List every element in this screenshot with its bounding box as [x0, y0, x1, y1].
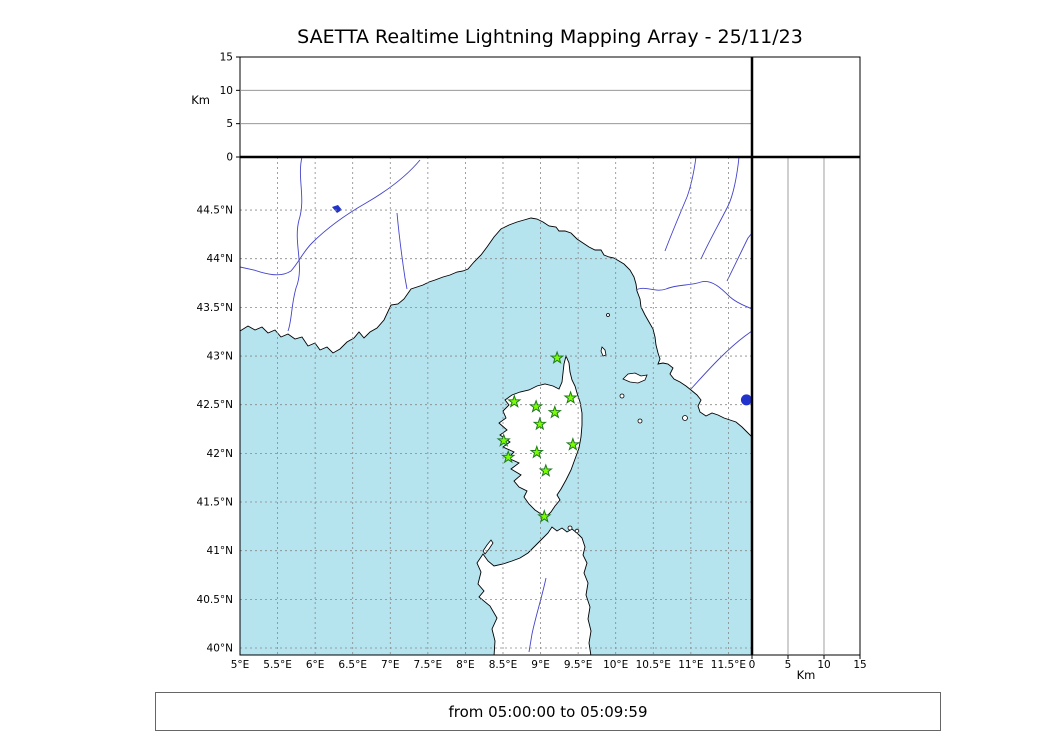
lat-tick-label: 41.5°N: [197, 497, 233, 509]
lat-tick-label: 41°N: [207, 545, 233, 557]
alt-tick-label: 10: [220, 85, 233, 97]
alt-lon-gridlines: [240, 89, 752, 125]
river-apennine-3: [726, 232, 752, 282]
station-marker: [507, 394, 522, 408]
lat-tick-label: 42°N: [207, 448, 233, 460]
lat-tick-label: 40°N: [207, 643, 233, 655]
lon-tick-label: 5.5°E: [263, 659, 292, 671]
station-marker: [537, 509, 552, 523]
map-dynamic-features: [740, 394, 752, 406]
landmasses: [240, 157, 752, 655]
alt-lat-panel: [751, 156, 861, 656]
island-maddalena: [567, 525, 573, 531]
lon-tick-label: 5°E: [231, 659, 250, 671]
lat-tick-label: 40.5°N: [197, 594, 233, 606]
alt-tick-label: 15: [220, 52, 233, 64]
lon-tick-label: 6.5°E: [338, 659, 367, 671]
river-apennine-1: [664, 157, 697, 252]
lon-tick-label: 7.5°E: [414, 659, 443, 671]
rivers: [240, 157, 752, 653]
lon-tick-label: 10°E: [603, 659, 628, 671]
station-marker: [528, 399, 544, 413]
river-rhone: [287, 157, 303, 332]
river-durance: [240, 159, 421, 276]
lat-tick-label: 44.5°N: [197, 205, 233, 217]
axis-tick-labels: 5°E 5.5°E 6°E 6.5°E 7°E 7.5°E 8°E 8.5°E 9°E 9.5°E…: [197, 52, 867, 672]
station-marker: [565, 437, 581, 451]
status-bar: from 05:00:00 to 05:09:59: [155, 692, 941, 731]
alt-tick-label: 15: [853, 659, 866, 671]
river-sardinia: [528, 577, 547, 653]
river-arno: [635, 281, 752, 310]
altitude-axis-label-top: Km: [191, 93, 210, 107]
lon-tick-label: 9°E: [531, 659, 550, 671]
alt-tick-label: 0: [226, 152, 233, 164]
lat-tick-label: 43.5°N: [197, 302, 233, 314]
alt-tick-label: 5: [226, 118, 233, 130]
lake-bolsena: [740, 394, 752, 406]
station-marker: [529, 444, 544, 459]
island-gorgona: [606, 313, 610, 317]
river-apennine-2: [700, 157, 740, 260]
lon-tick-label: 6°E: [306, 659, 325, 671]
station-marker: [532, 416, 547, 431]
island-elba: [622, 372, 648, 384]
lat-tick-label: 42.5°N: [197, 399, 233, 411]
lake-serre-poncon: [332, 205, 342, 213]
lon-tick-label: 8.5°E: [489, 659, 518, 671]
corner-panel: [751, 56, 861, 158]
island-montecristo: [637, 418, 643, 424]
alt-lon-panel: [239, 56, 753, 158]
river-ombrone: [690, 330, 752, 390]
lat-tick-label: 43°N: [207, 351, 233, 363]
station-marker: [547, 404, 562, 419]
lon-tick-label: 9.5°E: [564, 659, 593, 671]
island-sardinia: [476, 526, 592, 655]
lon-tick-label: 10.5°E: [636, 659, 671, 671]
status-text: from 05:00:00 to 05:09:59: [448, 702, 648, 721]
alt-tick-label: 0: [749, 659, 756, 671]
alt-tick-label: 5: [785, 659, 792, 671]
island-corsica: [498, 354, 583, 517]
island-capraia: [600, 346, 607, 357]
station-marker: [538, 463, 553, 477]
station-marker: [496, 433, 511, 447]
island-giglio: [682, 415, 688, 421]
lon-tick-label: 7°E: [381, 659, 400, 671]
lon-tick-label: 11.5°E: [711, 659, 746, 671]
lon-tick-label: 11°E: [678, 659, 703, 671]
altitude-axis-label-right: Km: [797, 668, 816, 682]
alt-lat-gridlines: [787, 157, 825, 655]
station-marker: [501, 449, 516, 464]
page-title: SAETTA Realtime Lightning Mapping Array …: [297, 26, 803, 48]
alt-tick-label: 10: [817, 659, 830, 671]
island-pianosa: [619, 393, 625, 399]
station-marker: [563, 390, 578, 404]
river-var: [396, 212, 408, 290]
station-markers: [496, 350, 581, 523]
lon-tick-label: 8°E: [456, 659, 475, 671]
station-marker: [549, 350, 565, 365]
island-maddalena-2: [574, 528, 580, 534]
coastline-mainland: [240, 157, 752, 438]
map-gridlines: [240, 157, 752, 655]
lat-tick-label: 44°N: [207, 253, 233, 265]
map-layers: [240, 157, 752, 655]
